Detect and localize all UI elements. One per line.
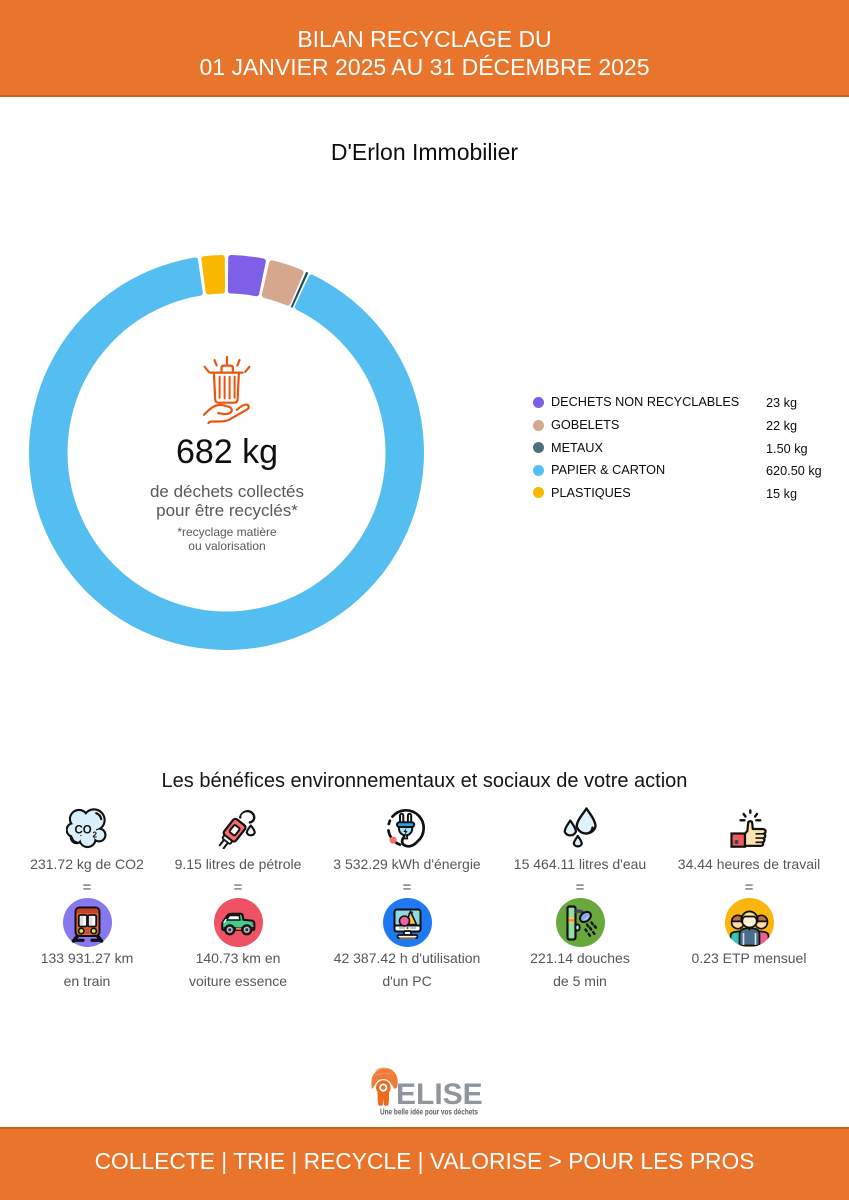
svg-text:2: 2 [93,831,98,840]
svg-text:Une belle idée pour vos déchet: Une belle idée pour vos déchets [380,1108,479,1117]
svg-text:ELISE: ELISE [396,1078,483,1111]
svg-text:CO: CO [75,825,92,837]
